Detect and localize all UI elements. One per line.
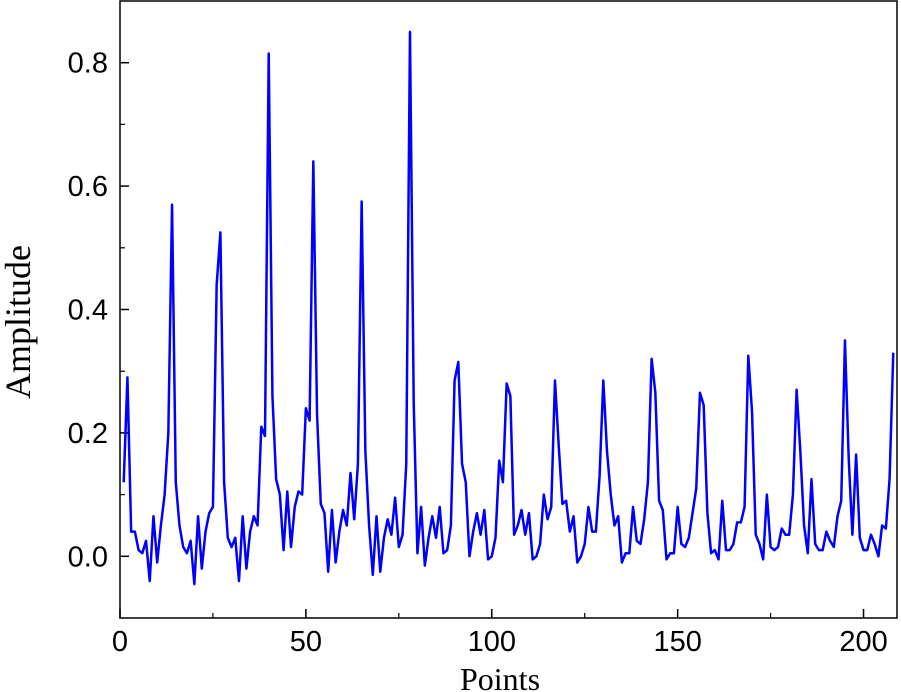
y-axis-label: Amplitude <box>0 245 38 399</box>
y-tick-label: 0.2 <box>68 418 108 450</box>
x-tick-label: 50 <box>290 626 322 658</box>
y-tick-label: 0.4 <box>68 295 108 327</box>
data-line <box>122 30 895 586</box>
x-tick-label: 0 <box>112 626 128 658</box>
x-axis-label: Points <box>460 661 540 692</box>
x-tick-label: 100 <box>468 626 516 658</box>
y-tick-label: 0.6 <box>68 171 108 203</box>
y-tick-label: 0.0 <box>68 541 108 573</box>
plot-frame <box>119 0 898 619</box>
x-tick-label: 200 <box>839 626 887 658</box>
y-tick-label: 0.8 <box>68 48 108 80</box>
x-tick-label: 150 <box>653 626 701 658</box>
